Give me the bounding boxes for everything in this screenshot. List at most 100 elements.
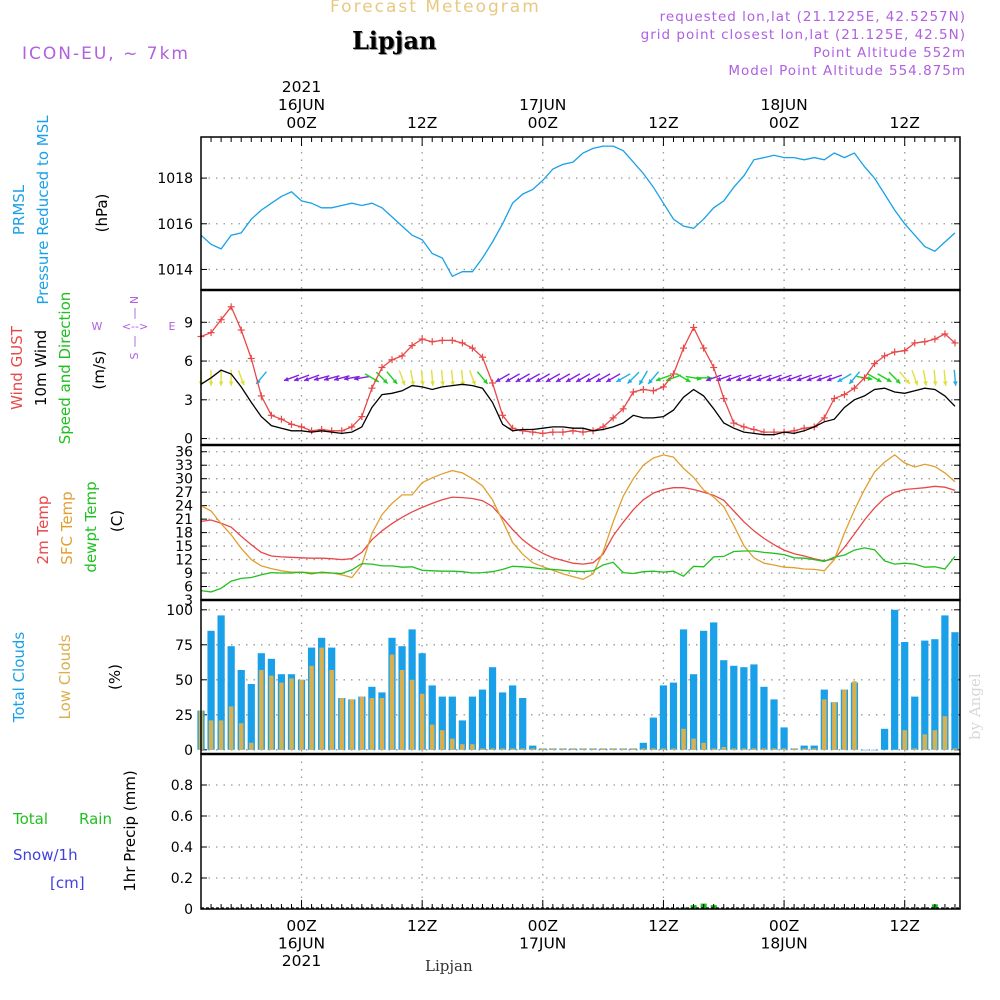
y-tick-label: 15 [175,539,193,555]
gust-marker [680,344,688,352]
pressure-frame [200,136,961,291]
low-cloud-bar [922,734,928,750]
pressure-label: Pressure Reduced to MSL [34,115,52,305]
wind-direction-arrow [627,371,640,384]
wind-direction-arrow [420,369,425,386]
gust-marker [659,383,667,391]
wind-arrow-head [766,376,772,382]
low-cloud-bar [610,748,616,750]
wind-arrow-head [586,377,592,382]
wind-direction-arrow [911,370,919,386]
wind-arrow-head [401,380,406,386]
wind-direction-arrow [595,373,611,383]
low-cloud-bar [238,723,244,750]
wind-arrow-head [440,381,445,386]
gust-marker [649,387,657,395]
gust-marker [207,329,215,337]
compass-ew-arrows: <--> [122,320,148,333]
gust-marker [871,360,879,368]
temp-frame [200,444,961,601]
wind-arrow-head [313,376,319,382]
wind-arrow-head [849,379,854,384]
wind-direction-arrow [585,373,601,383]
wind-direction-arrow [398,370,406,386]
low-cloud-bar [801,748,807,750]
wind-direction-arrow [922,369,928,386]
low-clouds-label: Low Clouds [56,634,74,719]
wind-direction-arrow [440,369,445,386]
pressure-unit: (hPa) [93,194,111,233]
gust-marker [559,428,567,436]
wind-direction-arrow [353,375,370,381]
total-cloud-bar [710,622,718,750]
total-cloud-bar [237,670,245,750]
precip-panel: 0 0.2 0.4 0.6 0.8 [171,753,961,918]
gust-marker [539,429,547,437]
total-cloud-bar [207,630,215,750]
low-cloud-bar [349,699,355,750]
gust-marker [710,364,718,371]
wind-gust-label: Wind GUST [8,325,26,410]
wind-arrow-head [913,380,919,386]
wind-unit: (m/s) [90,350,108,389]
wind-direction-arrow [826,374,843,382]
total-cloud-bar [448,696,456,750]
low-cloud-bar [741,748,747,750]
point-altitude: Point Altitude 552m [813,45,966,61]
wind-arrow-head [867,376,873,381]
wind-direction-arrow [786,374,802,382]
total-cloud-bar [921,640,929,750]
wind-direction-arrow [469,370,476,386]
gust-marker [247,354,255,362]
y-tick-label: 50 [175,673,193,689]
y-tick-label: 6 [184,354,193,370]
y-tick-label: 1014 [157,262,193,278]
low-cloud-bar [389,654,395,750]
low-cloud-bar [369,698,375,750]
low-cloud-bar [450,738,455,750]
wind-direction-arrow [545,373,561,383]
total-cloud-bar [891,609,899,750]
total-cloud-bar [750,664,758,750]
low-cloud-bar [409,679,415,750]
total-cloud-bar [730,665,738,750]
low-cloud-bar [490,748,495,750]
y-tick-label: 18 [175,526,193,542]
wind-direction-arrow [676,373,691,383]
precip-axis-label: 1hr Precip (mm) [121,770,139,891]
total-cloud-bar [217,615,225,750]
wind-arrow-head [240,380,245,386]
gust-marker [830,395,838,402]
10m-wind-line [200,369,956,436]
total-cloud-bar [529,745,537,750]
wind-arrow-head [460,381,466,386]
total-rain-label: Total [12,810,48,828]
y-tick-label: 6 [184,580,193,596]
x-axis-bottom-label: 00Z [528,917,558,935]
x-axis-bottom-label: 17JUN [519,935,566,953]
low-cloud-bar [641,748,646,750]
wind-arrow-head [876,377,882,382]
total-cloud-bar [519,698,527,750]
low-cloud-bar [319,647,324,750]
total-cloud-bar [740,667,748,750]
wind-arrow-head [786,376,792,382]
gust-marker [217,316,225,324]
gust-marker [388,356,396,364]
low-cloud-bar [761,748,767,750]
wind-arrow-head [430,381,435,386]
x-axis-top-label: 12Z [648,114,678,132]
wind-direction-arrow [746,374,762,382]
low-cloud-bar [580,748,586,750]
total-cloud-bar [760,686,768,750]
location-title: Lipjan [352,26,437,55]
y-tick-label: 1016 [157,217,193,233]
x-axis-top-label: 12Z [890,114,920,132]
compass-south: S [128,352,141,359]
wind-arrow-head [837,377,843,382]
low-cloud-bar [279,682,284,750]
model-label: ICON-EU, ~ 7km [22,44,190,64]
wind-arrow-head [392,379,398,384]
gust-marker [519,427,527,435]
footer-location: Lipjan [425,957,473,975]
